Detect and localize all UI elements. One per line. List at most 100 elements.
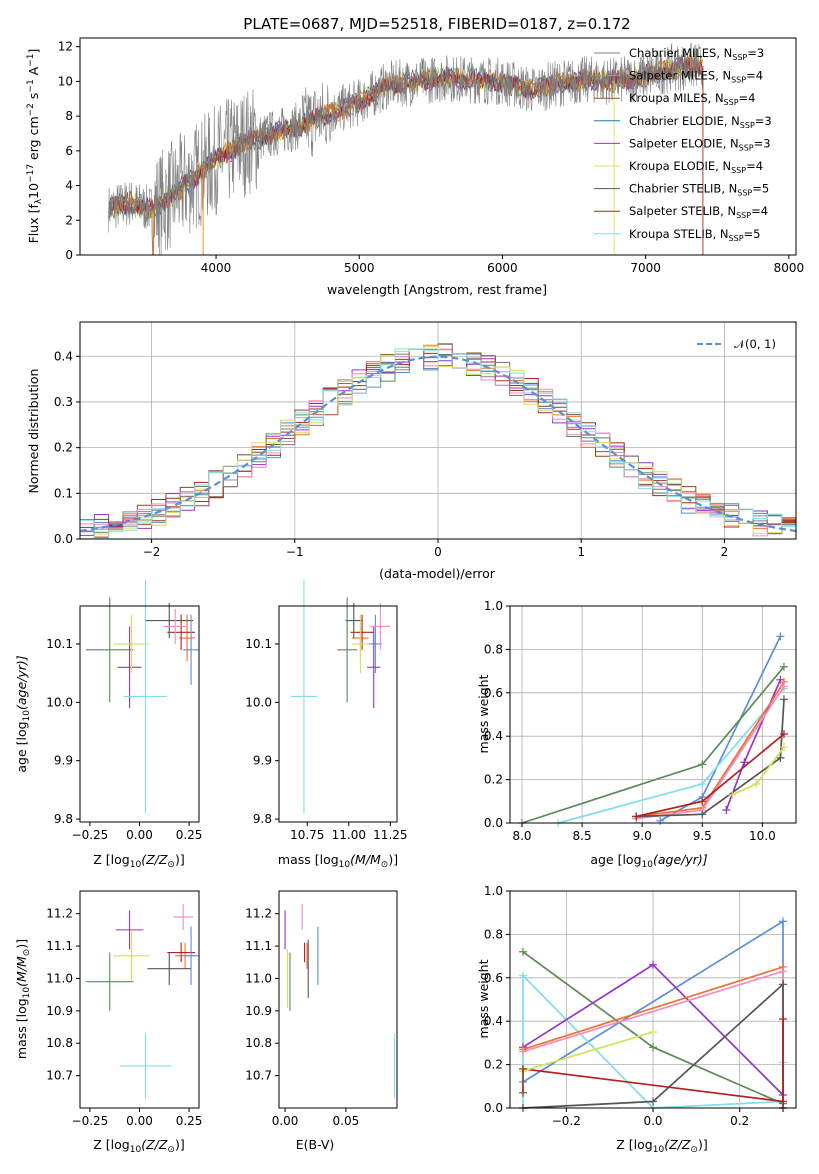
weight-point-marker <box>776 753 785 762</box>
x-tick-label: 5000 <box>344 261 375 275</box>
weight-point-marker <box>698 810 707 819</box>
spectrum-plot-area <box>108 42 704 255</box>
weight-point-marker <box>698 760 707 769</box>
x-tick-label: 11.25 <box>373 828 407 842</box>
y-tick-label: 0.0 <box>484 816 503 830</box>
weight-vs-age-panel: 8.0 8.5 9.0 9.5 10.0 0.0 0.2 0.4 0.6 0.8 1.0 age [… <box>476 599 797 870</box>
y-tick-label: 10.8 <box>245 1036 272 1050</box>
y-tick-label: 0.0 <box>484 1101 503 1115</box>
age-vs-mass-panel: 10.75 11.00 11.25 9.8 9.9 10.0 10.1 mass [log1… <box>245 579 408 870</box>
x-tick-label: −0.25 <box>72 1114 109 1128</box>
x-tick-label: 2 <box>721 545 729 559</box>
weight-point-marker <box>519 947 527 956</box>
y-tick-label: 0.4 <box>484 1014 503 1028</box>
y-tick-label: 10.9 <box>46 1004 73 1018</box>
y-tick-label: 11.2 <box>245 907 272 921</box>
y-tick-label: 4 <box>65 179 73 193</box>
age-vs-Z-x-label: Z [log10(Z/Z⊙)] <box>93 852 184 870</box>
x-tick-label: −0.2 <box>552 1114 581 1128</box>
y-tick-label: 10 <box>58 74 73 88</box>
weight-point-marker <box>519 1088 527 1097</box>
y-tick-label: 1.0 <box>484 599 503 613</box>
y-tick-label: 10.1 <box>46 637 73 651</box>
weight-vs-Z-x-label: Z [log10(Z/Z⊙)] <box>616 1137 707 1155</box>
x-tick-label: 11.00 <box>332 828 366 842</box>
age-vs-mass-plot-area: 10.75 11.00 11.25 9.8 9.9 10.0 10.1 <box>245 579 408 842</box>
spectrum-ticks: 4000 5000 6000 7000 8000 0 2 4 6 8 10 12 <box>58 37 805 275</box>
weight-point-marker <box>779 1097 787 1106</box>
y-tick-label: 10.7 <box>245 1069 272 1083</box>
weight-point-marker <box>752 779 761 788</box>
y-tick-label: 11.0 <box>46 971 73 985</box>
weight-point-marker <box>779 743 788 752</box>
weight-point-marker <box>779 980 787 989</box>
y-tick-label: 0.2 <box>484 773 503 787</box>
weight-point-marker <box>779 1015 787 1024</box>
y-tick-label: 0.4 <box>54 349 73 363</box>
weight-point-marker <box>519 971 527 980</box>
x-tick-label: 7000 <box>630 261 661 275</box>
x-tick-label: 0.05 <box>333 1114 360 1128</box>
weight-series-line <box>522 1031 654 1072</box>
axes-frame <box>278 890 398 1109</box>
y-tick-label: 10.8 <box>46 1036 73 1050</box>
x-tick-label: 1 <box>577 545 585 559</box>
weight-point-marker <box>519 1064 527 1073</box>
age-vs-Z-panel: −0.25 0.00 0.25 9.8 9.9 10.0 10.1 Z [log10(Z/Z… <box>14 579 203 870</box>
weight-point-marker <box>728 790 737 799</box>
weight-point-marker <box>698 797 707 806</box>
legend-label: Kroupa ELODIE, NSSP=4 <box>629 159 763 175</box>
age-vs-Z-y-label: age [log10(age/yr)] <box>14 655 32 772</box>
y-tick-label: 9.8 <box>253 812 272 826</box>
weight-point-marker <box>649 960 657 969</box>
legend-label: Chabrier ELODIE, NSSP=3 <box>629 114 772 130</box>
spectrum-panel: PLATE=0687, MJD=52518, FIBERID=0187, z=0… <box>26 15 804 297</box>
y-tick-label: 0.6 <box>484 686 503 700</box>
spectrum-title: PLATE=0687, MJD=52518, FIBERID=0187, z=0… <box>243 15 630 33</box>
y-tick-label: 10.7 <box>46 1069 73 1083</box>
y-tick-label: 9.9 <box>253 754 272 768</box>
x-tick-label: 0.00 <box>126 828 153 842</box>
y-tick-label: 10.0 <box>245 695 272 709</box>
x-tick-label: 9.5 <box>693 829 712 843</box>
mass-vs-ebv-panel: 0.00 0.05 10.7 10.8 10.9 11.0 11.1 11.2 E(B-V) <box>245 890 398 1152</box>
x-tick-label: 0.25 <box>176 828 203 842</box>
x-tick-label: 8.5 <box>573 829 592 843</box>
weight-vs-age-plot-area: 8.0 8.5 9.0 9.5 10.0 0.0 0.2 0.4 0.6 0.8 1.0 <box>484 599 797 843</box>
residual-x-label: (data-model)/error <box>379 566 496 581</box>
weight-point-marker <box>649 1043 657 1052</box>
normal-curve <box>79 355 797 533</box>
axes-frame <box>509 605 797 824</box>
y-tick-label: 0.6 <box>484 971 503 985</box>
age-vs-Z-plot-area: −0.25 0.00 0.25 9.8 9.9 10.0 10.1 <box>46 579 203 842</box>
x-tick-label: 10.0 <box>749 829 776 843</box>
y-tick-label: 0.1 <box>54 486 73 500</box>
weight-point-marker <box>779 682 788 691</box>
mass-vs-Z-x-label: Z [log10(Z/Z⊙)] <box>93 1137 184 1155</box>
residual-y-label: Normed distribution <box>26 369 41 494</box>
normal-legend-label: 𝒩(0, 1) <box>734 337 776 351</box>
weight-point-marker <box>649 1028 657 1037</box>
x-tick-label: 0.00 <box>126 1114 153 1128</box>
mass-vs-Z-plot-area: −0.25 0.00 0.25 10.7 10.8 10.9 11.0 11.1 11.2 <box>46 890 202 1128</box>
weight-point-marker <box>779 662 788 671</box>
weight-vs-Z-plot-area: −0.2 0.0 0.2 0.0 0.2 0.4 0.6 0.8 1.0 <box>484 884 797 1128</box>
y-tick-label: 11.2 <box>46 907 73 921</box>
weight-point-marker <box>649 1097 657 1106</box>
legend-label: Kroupa STELIB, NSSP=5 <box>629 227 760 243</box>
weight-point-marker <box>740 758 749 767</box>
x-tick-label: −1 <box>286 545 304 559</box>
y-tick-label: 0.0 <box>54 532 73 546</box>
weight-vs-Z-y-label: mass weight <box>476 959 491 1038</box>
y-tick-label: 6 <box>65 144 73 158</box>
y-tick-label: 0.8 <box>484 642 503 656</box>
x-tick-label: 8.0 <box>512 829 531 843</box>
y-tick-label: 0.2 <box>54 441 73 455</box>
weight-point-marker <box>779 967 787 976</box>
y-tick-label: 11.0 <box>245 971 272 985</box>
x-tick-label: 8000 <box>774 261 805 275</box>
y-tick-label: 0.4 <box>484 729 503 743</box>
x-tick-label: 10.75 <box>290 828 324 842</box>
legend-label: Salpeter STELIB, NSSP=4 <box>629 204 768 220</box>
y-tick-label: 0 <box>65 248 73 262</box>
